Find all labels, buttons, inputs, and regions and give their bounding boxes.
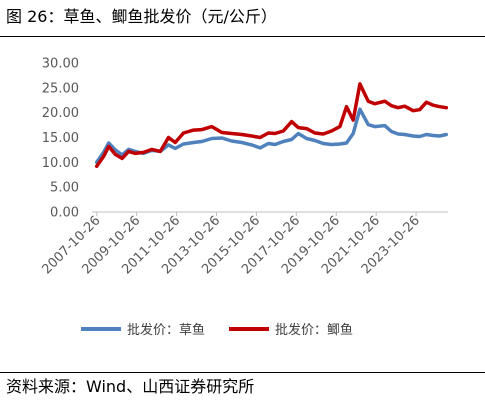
y-tick-label: 30.00: [42, 57, 79, 72]
y-tick-label: 0.00: [50, 206, 79, 221]
legend-label: 批发价：鲫鱼: [275, 322, 353, 338]
y-tick-label: 10.00: [42, 156, 79, 171]
y-tick-label: 15.00: [42, 131, 79, 146]
chart-legend: 批发价：草鱼 批发价：鲫鱼: [81, 322, 353, 338]
legend-label: 批发价：草鱼: [127, 322, 205, 338]
chart-series: [94, 82, 449, 169]
y-tick-label: 20.00: [42, 106, 79, 121]
y-tick-label: 25.00: [42, 81, 79, 96]
figure-title: 图 26：草鱼、鲫鱼批发价（元/公斤）: [6, 7, 277, 26]
title-rule: [0, 36, 485, 37]
source-rule: [0, 372, 485, 373]
series-line-1: [94, 107, 449, 165]
line-chart: 0.005.0010.0015.0020.0025.0030.002007-10…: [39, 57, 449, 338]
chart-axes: 0.005.0010.0015.0020.0025.0030.002007-10…: [39, 57, 448, 277]
series-line-2: [94, 82, 449, 169]
source-note: 资料来源：Wind、山西证券研究所: [6, 377, 255, 396]
y-tick-label: 5.00: [50, 181, 79, 196]
